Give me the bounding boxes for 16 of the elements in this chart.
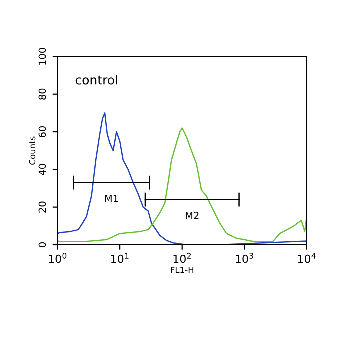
x-tick-label: 10$^{3}$ [236, 253, 254, 264]
y-tick-label: 20 [38, 202, 46, 213]
y-tick-label: 0 [38, 242, 46, 248]
y-tick-label: 80 [38, 88, 46, 100]
y-tick-label: 60 [38, 126, 46, 138]
annotation: control [76, 75, 118, 85]
x-tick-label: 10$^{0}$ [49, 253, 67, 264]
y-tick-label: 100 [38, 48, 46, 65]
annotation: M1 [105, 195, 118, 202]
x-tick-label: 10$^{4}$ [298, 253, 316, 264]
y-axis-title: Counts [29, 136, 36, 165]
x-tick-label: 10$^{1}$ [111, 253, 129, 264]
y-tick-label: 40 [38, 164, 46, 176]
x-axis-title: FL1-H [171, 267, 194, 274]
x-tick-label: 10$^{2}$ [174, 253, 191, 264]
annotation: M2 [186, 212, 199, 220]
